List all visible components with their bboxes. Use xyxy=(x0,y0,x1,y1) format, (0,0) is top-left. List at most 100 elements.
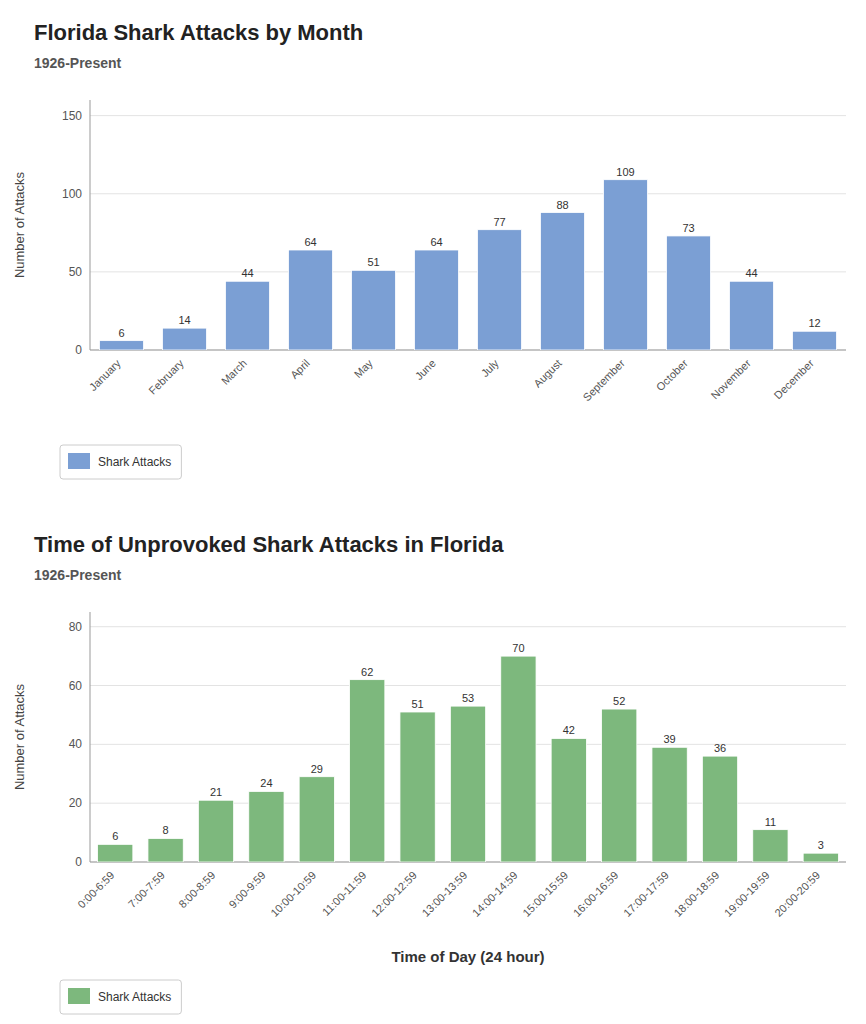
bar xyxy=(99,341,143,350)
x-tick-label: 12:00-12:59 xyxy=(369,869,419,919)
bar xyxy=(602,709,637,862)
data-label: 12 xyxy=(808,317,820,329)
y-tick-label: 20 xyxy=(69,796,83,810)
legend-box xyxy=(60,445,181,479)
legend-label: Shark Attacks xyxy=(98,990,171,1004)
data-label: 64 xyxy=(304,236,316,248)
y-tick-label: 40 xyxy=(69,737,83,751)
legend: Shark Attacks xyxy=(60,980,181,1014)
bar xyxy=(162,328,206,350)
bar xyxy=(225,281,269,350)
y-tick-label: 80 xyxy=(69,620,83,634)
data-label: 24 xyxy=(260,777,272,789)
data-label: 14 xyxy=(178,314,190,326)
bar xyxy=(753,830,788,862)
bar xyxy=(400,712,435,862)
grid xyxy=(90,116,846,350)
data-label: 6 xyxy=(118,327,124,339)
x-tick-label: 8:00-8:59 xyxy=(176,869,217,910)
data-label: 77 xyxy=(493,216,505,228)
bar xyxy=(351,270,395,350)
data-label: 51 xyxy=(367,256,379,268)
y-axis-label: Number of Attacks xyxy=(12,683,27,790)
x-tick-label: October xyxy=(654,357,690,393)
grid-line xyxy=(90,626,846,627)
data-label: 52 xyxy=(613,695,625,707)
data-label: 44 xyxy=(745,267,757,279)
title: Florida Shark Attacks by Month xyxy=(34,20,363,45)
x-tick-label: February xyxy=(146,357,186,397)
bar xyxy=(350,680,385,862)
data-label: 88 xyxy=(556,199,568,211)
x-tick-label: January xyxy=(87,357,124,394)
data-label: 3 xyxy=(818,839,824,851)
data-labels: 6 14 44 64 51 64 77 88 109 73 44 12 xyxy=(118,166,820,339)
legend-swatch xyxy=(68,988,90,1004)
data-label: 73 xyxy=(682,222,694,234)
x-axis-label: Time of Day (24 hour) xyxy=(391,948,544,965)
legend-label: Shark Attacks xyxy=(98,455,171,469)
bar xyxy=(148,838,183,862)
data-label: 64 xyxy=(430,236,442,248)
x-tick-label: 9:00-9:59 xyxy=(226,869,267,910)
x-tick-label: 20:00-20:59 xyxy=(772,869,822,919)
y-axis-label: Number of Attacks xyxy=(12,171,27,278)
x-tick-label: 15:00-15:59 xyxy=(520,869,570,919)
data-label: 29 xyxy=(311,763,323,775)
bar xyxy=(551,738,586,862)
grid-line xyxy=(90,685,846,686)
x-tick-label: 17:00-17:59 xyxy=(621,869,671,919)
x-tick-label: September xyxy=(580,357,627,404)
data-label: 44 xyxy=(241,267,253,279)
y-tick-label: 0 xyxy=(75,343,82,357)
data-label: 21 xyxy=(210,786,222,798)
legend: Shark Attacks xyxy=(60,445,181,479)
background xyxy=(0,0,866,1024)
bar xyxy=(792,331,836,350)
subtitle: 1926-Present xyxy=(34,567,122,583)
data-label: 42 xyxy=(563,724,575,736)
subtitle: 1926-Present xyxy=(34,55,122,71)
data-label: 53 xyxy=(462,692,474,704)
data-label: 6 xyxy=(112,830,118,842)
x-tick-label: November xyxy=(709,357,754,402)
y-tick-label: 50 xyxy=(69,265,83,279)
data-label: 51 xyxy=(411,698,423,710)
data-label: 62 xyxy=(361,666,373,678)
data-labels: 682124296251537042523936113 xyxy=(112,642,824,851)
x-tick-label: 11:00-11:59 xyxy=(320,869,369,918)
title: Time of Unprovoked Shark Attacks in Flor… xyxy=(34,532,504,557)
chart-canvas: Florida Shark Attacks by Month 1926-Prese… xyxy=(0,0,866,1024)
x-tick-label: 14:00-14:59 xyxy=(470,869,520,919)
data-label: 39 xyxy=(663,733,675,745)
grid xyxy=(90,627,846,862)
x-tick-label: 18:00-18:59 xyxy=(671,869,721,919)
bar xyxy=(666,236,710,350)
bar xyxy=(729,281,773,350)
bar xyxy=(288,250,332,350)
x-tick-label: December xyxy=(772,357,817,402)
x-tick-label: June xyxy=(413,357,438,382)
bar xyxy=(652,747,687,862)
legend-swatch xyxy=(68,453,90,469)
y-tick-label: 0 xyxy=(75,855,82,869)
bar xyxy=(249,791,284,862)
x-tick-label: 10:00-10:59 xyxy=(268,869,318,919)
data-label: 36 xyxy=(714,742,726,754)
data-label: 70 xyxy=(512,642,524,654)
y-axis xyxy=(90,100,91,350)
bar xyxy=(299,777,334,862)
bar xyxy=(198,800,233,862)
x-tick-label: 13:00-13:59 xyxy=(419,869,469,919)
data-label: 11 xyxy=(765,816,776,828)
bar xyxy=(540,213,584,351)
legend-box xyxy=(60,980,181,1014)
bar xyxy=(803,853,838,862)
chart: Time of Unprovoked Shark Attacks in Flor… xyxy=(12,532,846,1014)
bar xyxy=(501,656,536,862)
x-tick-label: 7:00-7:59 xyxy=(126,869,167,910)
bar xyxy=(414,250,458,350)
data-label: 109 xyxy=(616,166,634,178)
y-tick-label: 100 xyxy=(62,187,82,201)
x-tick-label: July xyxy=(479,357,502,380)
